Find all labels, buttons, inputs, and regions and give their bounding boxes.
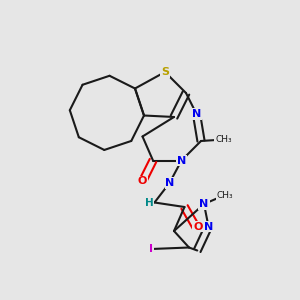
Text: N: N xyxy=(200,199,208,209)
Text: CH₃: CH₃ xyxy=(217,190,233,200)
Text: N: N xyxy=(192,109,201,119)
Text: I: I xyxy=(149,244,154,254)
Text: CH₃: CH₃ xyxy=(215,135,232,144)
Text: O: O xyxy=(138,176,147,187)
Text: S: S xyxy=(161,67,169,77)
Text: H: H xyxy=(145,197,154,208)
Text: N: N xyxy=(177,155,186,166)
Text: N: N xyxy=(166,178,175,188)
Text: O: O xyxy=(193,221,203,232)
Text: N: N xyxy=(204,221,213,232)
